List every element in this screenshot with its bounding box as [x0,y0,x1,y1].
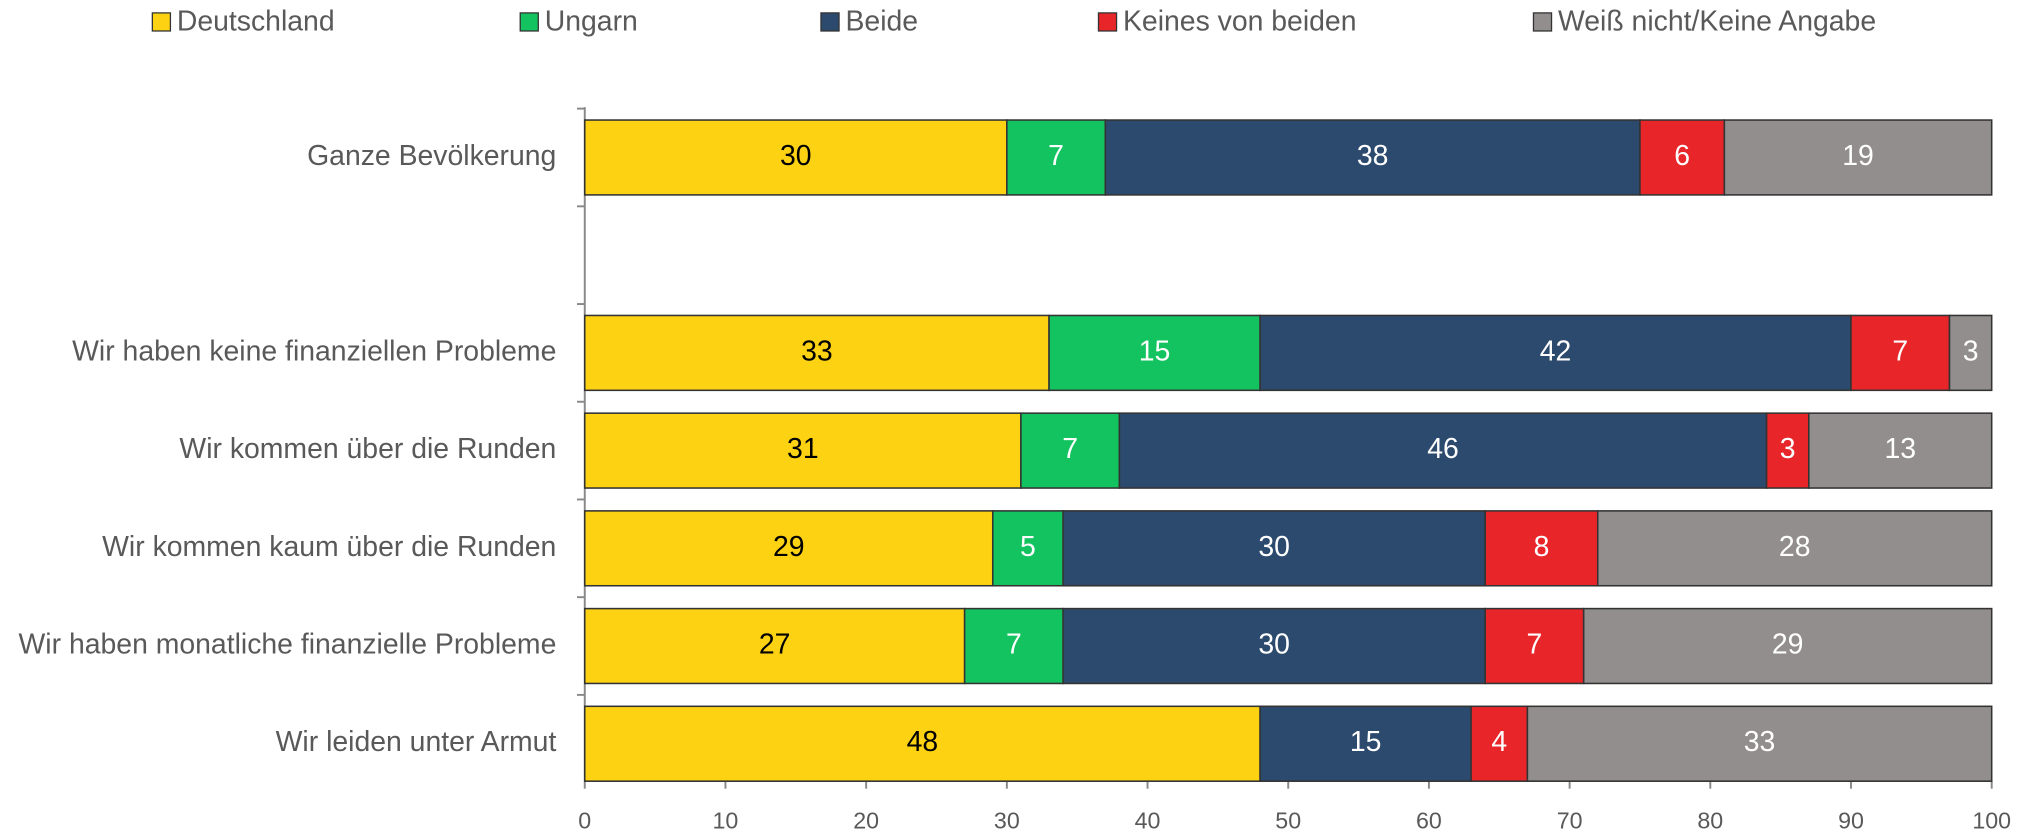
bar-segment [963,607,1064,685]
x-tick-label: 20 [853,807,879,833]
bar-segment [583,412,1022,489]
y-tick-label: Ganze Bevölkerung [307,140,556,172]
value-label: 15 [1139,335,1171,367]
bar-segment [1723,119,1993,196]
legend-swatch [519,12,539,32]
bar-segment [1526,705,1993,782]
value-label: 46 [1427,433,1459,465]
value-label: 30 [780,140,812,172]
bar-segment [1850,314,1951,392]
bar-segment [991,510,1064,587]
value-label: 30 [1258,531,1290,563]
legend-swatch [1532,12,1553,32]
value-label: 42 [1540,335,1572,367]
x-tick-label: 30 [994,807,1020,833]
bar-segment [1596,510,1993,587]
legend-label: Weiß nicht/Keine Angabe [1558,6,1876,38]
value-label: 3 [1780,433,1796,465]
value-label: 7 [1892,335,1908,367]
bar-segment [1582,607,1993,685]
y-tick-label: Wir kommen kaum über die Runden [102,531,556,563]
x-tick-label: 40 [1135,807,1161,833]
bar-segment [1062,607,1486,685]
bar-segment [1259,705,1472,782]
value-label: 48 [907,726,939,758]
bar-segment [583,705,1261,782]
bar-segment [1259,314,1852,392]
value-label: 15 [1350,726,1382,758]
bar-segment [1765,412,1810,489]
bar-segment [1006,119,1107,196]
value-label: 8 [1534,531,1550,563]
y-tick-label: Wir haben monatliche finanzielle Problem… [19,629,557,661]
value-label: 6 [1674,140,1690,172]
legend-label: Keines von beiden [1123,6,1356,38]
bar-segment [1808,412,1993,489]
value-label: 30 [1258,629,1290,661]
bar-segment [1118,412,1768,489]
value-label: 3 [1963,335,1979,367]
bar-segment [1104,119,1641,196]
legend-swatch [820,12,840,32]
value-label: 19 [1842,140,1874,172]
y-tick-label: Wir kommen über die Runden [179,433,556,465]
x-tick-label: 90 [1838,807,1864,833]
value-label: 13 [1884,433,1916,465]
value-label: 29 [1772,629,1804,661]
x-tick-label: 10 [713,807,739,833]
y-tick-label: Wir haben keine finanziellen Probleme [72,335,556,367]
bar-segment [1484,510,1599,587]
legend-label: Ungarn [545,6,638,38]
value-label: 7 [1006,629,1022,661]
x-tick-label: 60 [1416,807,1442,833]
bar-segment [1948,314,1993,392]
value-label: 27 [759,629,791,661]
value-label: 28 [1779,531,1811,563]
y-tick-label: Wir leiden unter Armut [276,726,557,758]
x-tick-label: 50 [1275,807,1301,833]
legend-swatch [1097,12,1118,32]
x-tick-label: 100 [1972,807,2011,833]
bar-segment [583,510,994,587]
value-label: 33 [1744,726,1776,758]
value-label: 29 [773,531,805,563]
legend-swatch [151,12,172,32]
bar-segment [583,314,1050,392]
bar-segment [1062,510,1486,587]
value-label: 38 [1357,140,1389,172]
bar-segment [1020,412,1121,489]
x-tick-label: 0 [578,807,591,833]
legend-label: Deutschland [177,6,335,38]
value-label: 4 [1491,726,1507,758]
legend-label: Beide [845,6,918,38]
bar-segment [583,119,1008,196]
value-label: 7 [1062,433,1078,465]
x-tick-label: 70 [1557,807,1583,833]
value-label: 33 [801,335,833,367]
value-label: 7 [1527,629,1543,661]
bar-segment [583,607,966,685]
value-label: 31 [787,433,819,465]
value-label: 7 [1048,140,1064,172]
x-tick-label: 80 [1697,807,1723,833]
value-label: 5 [1020,531,1036,563]
